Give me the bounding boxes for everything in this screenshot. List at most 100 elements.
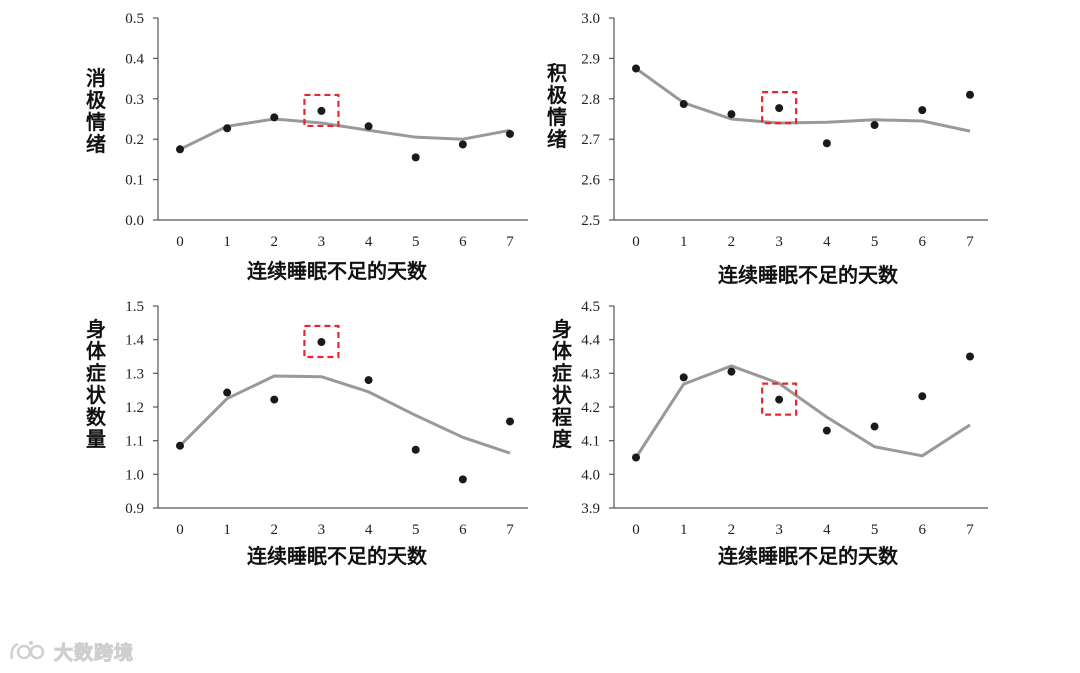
data-point <box>506 129 514 138</box>
x-tick-label: 3 <box>775 234 783 250</box>
x-tick-label: 2 <box>271 522 279 538</box>
y-axis-label: 积极情绪 <box>547 61 568 151</box>
y-tick-label: 1.4 <box>125 333 144 349</box>
data-point <box>176 441 184 450</box>
x-tick-label: 6 <box>459 522 467 538</box>
data-point <box>270 395 279 404</box>
y-tick-label: 4.2 <box>581 400 600 416</box>
x-tick-label: 7 <box>506 234 514 250</box>
highlight-box <box>303 324 340 359</box>
data-point <box>822 426 831 435</box>
chart-panel-3: 0.9 1.0 1.1 1.2 1.3 1.4 1.5 0 1 2 3 4 5 6 7 连续睡眠不足的天数 身体… <box>86 299 528 568</box>
x-axis-label: 连续睡眠不足的天数 <box>718 544 899 568</box>
x-tick-label: 0 <box>632 522 640 538</box>
y-tick-label: 0.5 <box>125 11 144 27</box>
y-tick-label: 4.0 <box>581 467 600 483</box>
x-tick-label: 7 <box>966 234 974 250</box>
x-tick-label: 4 <box>365 522 373 538</box>
data-point <box>458 475 467 484</box>
data-point <box>870 121 879 130</box>
x-tick-label: 7 <box>506 522 514 538</box>
x-tick-label: 4 <box>365 234 373 250</box>
x-tick-label: 2 <box>728 234 736 250</box>
data-point <box>775 395 784 404</box>
x-tick-label: 1 <box>680 522 688 538</box>
data-point <box>870 422 879 431</box>
x-tick-label: 0 <box>176 234 184 250</box>
y-tick-label: 3.0 <box>581 11 600 27</box>
trend-line <box>179 117 511 151</box>
x-tick-label: 5 <box>871 234 879 250</box>
data-point <box>506 417 514 426</box>
y-axis-label: 身体症状程度 <box>552 317 573 451</box>
data-point <box>822 139 831 148</box>
y-tick-label: 1.0 <box>125 467 144 483</box>
data-point <box>632 64 640 73</box>
chart-panel-4: 3.9 4.0 4.1 4.2 4.3 4.4 4.5 0 1 2 3 4 5 6 7 连续睡眠不足的天数 身体… <box>552 299 988 568</box>
logo-icon <box>10 640 45 659</box>
y-tick-label: 2.8 <box>581 92 600 108</box>
data-point <box>679 100 688 109</box>
y-tick-label: 4.3 <box>581 366 600 382</box>
trend-line <box>178 374 511 455</box>
x-tick-label: 6 <box>459 234 467 250</box>
data-point <box>223 388 232 397</box>
data-point <box>966 352 974 361</box>
data-point <box>632 453 640 462</box>
y-tick-label: 2.7 <box>581 132 600 148</box>
highlight-box <box>761 382 798 416</box>
highlight-box <box>303 93 340 128</box>
x-axis-label: 连续睡眠不足的天数 <box>247 544 428 568</box>
data-point <box>679 373 688 382</box>
x-tick-label: 0 <box>632 234 640 250</box>
highlight-box <box>761 90 798 125</box>
data-point <box>918 392 927 401</box>
y-tick-label: 0.0 <box>125 213 144 229</box>
y-tick-label: 1.5 <box>125 299 144 315</box>
data-point <box>364 122 373 131</box>
y-axis-label: 身体症状数量 <box>86 317 107 451</box>
y-tick-label: 4.1 <box>581 434 600 450</box>
watermark-text: 大数跨境 <box>53 642 135 665</box>
y-tick-label: 0.9 <box>125 501 144 517</box>
x-tick-label: 3 <box>775 522 783 538</box>
x-tick-label: 6 <box>919 522 927 538</box>
x-tick-label: 4 <box>823 522 831 538</box>
trend-line <box>634 364 971 459</box>
data-point <box>317 106 326 115</box>
x-tick-label: 7 <box>966 522 974 538</box>
data-point <box>176 145 184 154</box>
y-tick-label: 0.4 <box>125 51 144 67</box>
y-tick-label: 4.5 <box>581 299 600 315</box>
x-tick-label: 5 <box>412 522 420 538</box>
y-tick-label: 2.5 <box>581 213 600 229</box>
y-tick-label: 0.3 <box>125 92 144 108</box>
x-tick-label: 5 <box>871 522 879 538</box>
data-point <box>270 113 279 122</box>
y-tick-label: 1.3 <box>125 366 144 382</box>
y-tick-label: 2.6 <box>581 173 600 189</box>
data-point <box>364 376 373 385</box>
chart-panel-1: 0.0 0.1 0.2 0.3 0.4 0.5 0 1 2 3 4 5 6 7 连续睡眠不足的天数 消极情绪 <box>86 11 528 283</box>
data-point <box>775 104 784 113</box>
watermark: 大数跨境 <box>8 638 134 665</box>
data-point <box>727 110 736 119</box>
x-tick-label: 1 <box>223 234 231 250</box>
x-tick-label: 3 <box>318 522 326 538</box>
y-tick-label: 0.1 <box>125 173 144 189</box>
data-point <box>966 90 974 99</box>
x-tick-label: 1 <box>223 522 231 538</box>
y-tick-label: 3.9 <box>581 501 600 517</box>
data-point <box>918 106 927 115</box>
x-axis-label: 连续睡眠不足的天数 <box>247 259 428 283</box>
x-tick-label: 4 <box>823 234 831 250</box>
data-point <box>727 367 736 376</box>
y-tick-label: 4.4 <box>581 333 600 349</box>
data-point <box>411 445 420 454</box>
data-point <box>411 153 420 162</box>
y-axis-label: 消极情绪 <box>86 66 107 156</box>
y-tick-label: 2.9 <box>581 51 600 67</box>
x-tick-label: 1 <box>680 234 688 250</box>
data-point <box>317 338 326 347</box>
